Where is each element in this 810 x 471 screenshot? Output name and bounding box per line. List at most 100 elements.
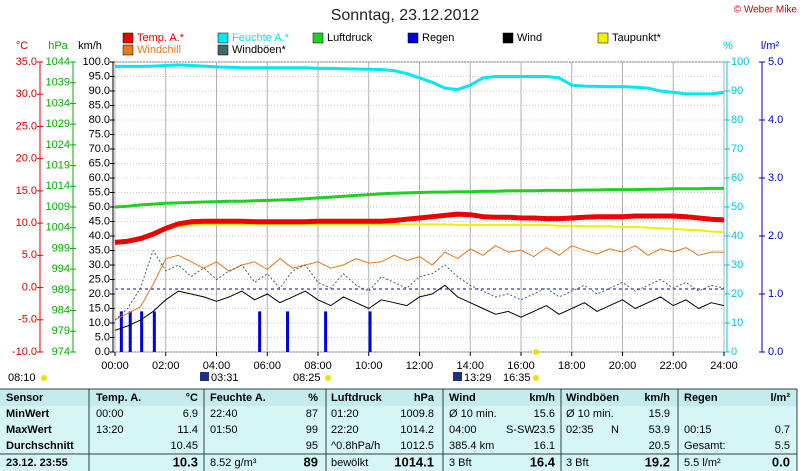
y-tick-label: 100 — [731, 56, 749, 68]
table-cell: 0.0 — [772, 454, 790, 469]
legend-swatch — [502, 32, 514, 44]
y-tick-label: -10.0 — [12, 346, 37, 358]
y-tick-label: 1004 — [46, 222, 70, 234]
rain-bar — [324, 311, 328, 352]
y-tick-label: 65.0 — [89, 157, 110, 169]
table-cell: 00:15 — [684, 424, 712, 436]
y-tick-label: 2.0 — [768, 230, 783, 242]
table-cell: 5.5 — [775, 440, 790, 452]
rain-bar — [140, 311, 144, 352]
y-tick-label: 0.0 — [95, 346, 110, 358]
legend-swatch — [407, 32, 419, 44]
y-tick-label: 974 — [52, 346, 70, 358]
table-header: Temp. A. — [96, 392, 141, 404]
table-header-background — [0, 389, 797, 406]
table-cell: Ø 10 min. — [449, 408, 497, 420]
legend-label: Windchill — [137, 44, 181, 56]
legend-swatch — [217, 44, 229, 56]
table-header: km/h — [644, 392, 670, 404]
table-header: Windböen — [566, 392, 619, 404]
y-tick-label: 30 — [731, 259, 743, 271]
y-tick-label: 989 — [52, 284, 70, 296]
table-cell: 385.4 km — [449, 440, 494, 452]
astro-time: 03:31 — [211, 372, 239, 384]
table-header: Wind — [449, 392, 476, 404]
rain-bar — [119, 311, 123, 352]
y-tick-label: 100.0 — [82, 56, 110, 68]
table-header: km/h — [529, 392, 555, 404]
y-tick-label: -5.0 — [18, 314, 37, 326]
x-tick-label: 00:00 — [101, 360, 129, 372]
legend-swatch — [122, 32, 134, 44]
y-tick-label: 90 — [731, 85, 743, 97]
legend-swatch — [217, 32, 229, 44]
y-tick-label: 4.0 — [768, 114, 783, 126]
table-cell: MaxWert — [6, 424, 52, 436]
table-cell: 6.9 — [183, 408, 198, 420]
legend-label: Windböen* — [232, 44, 287, 56]
table-cell: 1009.8 — [400, 408, 434, 420]
y-tick-label: 984 — [52, 304, 70, 316]
legend-label: Luftdruck — [327, 32, 373, 44]
legend-label: Feuchte A.* — [232, 32, 290, 44]
axis-unit: °C — [16, 40, 28, 52]
sun-icon — [533, 375, 539, 381]
table-cell: 11.4 — [177, 424, 198, 436]
x-tick-label: 02:00 — [152, 360, 180, 372]
table-cell: 01:50 — [210, 424, 238, 436]
x-tick-label: 18:00 — [558, 360, 586, 372]
table-cell: 10.45 — [170, 440, 198, 452]
y-tick-label: 0 — [731, 346, 737, 358]
y-tick-label: 994 — [52, 263, 70, 275]
y-tick-label: 90.0 — [89, 85, 110, 97]
x-tick-label: 08:00 — [304, 360, 332, 372]
table-cell: 20.5 — [649, 440, 670, 452]
y-tick-label: 95.0 — [89, 70, 110, 82]
legend-swatch — [597, 32, 609, 44]
series-line — [114, 250, 725, 321]
x-tick-label: 14:00 — [456, 360, 484, 372]
y-tick-label: 1044 — [46, 56, 70, 68]
y-tick-label: 20.0 — [89, 288, 110, 300]
copyright: © Weber Mike — [734, 5, 798, 16]
y-tick-label: 55.0 — [89, 186, 110, 198]
moon-icon — [453, 372, 462, 381]
series-line — [114, 211, 725, 245]
y-tick-label: 1019 — [46, 159, 70, 171]
legend-label: Temp. A.* — [137, 32, 185, 44]
y-tick-label: 30.0 — [89, 259, 110, 271]
table-cell: 13:20 — [96, 424, 124, 436]
y-tick-label: 3.0 — [768, 172, 783, 184]
y-tick-label: 5.0 — [768, 56, 783, 68]
table-header: l/m² — [770, 392, 790, 404]
table-header: Regen — [684, 392, 718, 404]
x-tick-label: 04:00 — [203, 360, 231, 372]
y-tick-label: 10 — [731, 317, 743, 329]
y-tick-label: 1029 — [46, 118, 70, 130]
table-cell: S-SW — [506, 424, 535, 436]
y-tick-label: 1039 — [46, 77, 70, 89]
axis-unit: % — [723, 40, 733, 52]
table-header: °C — [186, 392, 198, 404]
rain-bar — [128, 311, 132, 352]
x-tick-label: 24:00 — [710, 360, 738, 372]
table-header: % — [308, 392, 318, 404]
table-cell: 87 — [306, 408, 318, 420]
x-tick-label: 22:00 — [659, 360, 687, 372]
table-cell: 99 — [306, 424, 318, 436]
table-cell: 53.9 — [649, 424, 670, 436]
y-tick-label: 35.0 — [89, 244, 110, 256]
table-cell: 19.2 — [645, 454, 670, 469]
legend-label: Taupunkt* — [612, 32, 662, 44]
y-tick-label: 0.0 — [22, 281, 37, 293]
astro-time: 08:10 — [8, 372, 36, 384]
astro-time: 08:25 — [293, 372, 321, 384]
table-cell: 15.9 — [649, 408, 670, 420]
y-tick-label: 20 — [731, 288, 743, 300]
sun-icon — [41, 375, 47, 381]
y-tick-label: 1009 — [46, 201, 70, 213]
table-header: Sensor — [6, 392, 44, 404]
y-tick-label: 85.0 — [89, 99, 110, 111]
series-line — [114, 284, 725, 331]
y-tick-label: 10.0 — [89, 317, 110, 329]
